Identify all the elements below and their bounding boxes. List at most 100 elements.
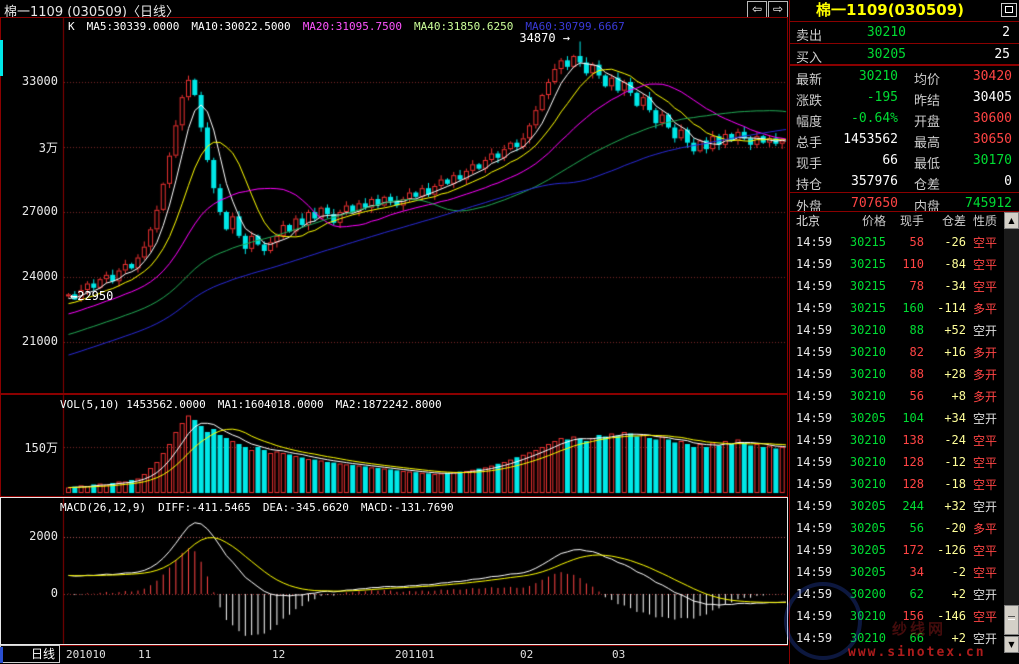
tick-oi-change: -12 — [944, 455, 966, 469]
tick-price: 30210 — [849, 345, 886, 359]
tick-col-性质: 性质 — [972, 214, 997, 228]
tick-row-5[interactable]: 14:59 30210 82 +16 多开 — [790, 341, 1004, 363]
tick-col-北京: 北京 — [796, 214, 821, 228]
macd-pane-border[interactable] — [0, 497, 788, 645]
tick-qty: 34 — [909, 565, 924, 579]
tick-row-1[interactable]: 14:59 30215 110 -84 空平 — [790, 253, 1004, 275]
tick-nature: 空平 — [972, 235, 997, 250]
bid-label: 买入 — [796, 51, 823, 66]
price-axis-label-21000: 21000 — [21, 334, 58, 348]
tick-row-6[interactable]: 14:59 30210 88 +28 多开 — [790, 363, 1004, 385]
volume-axis-label-150万: 150万 — [24, 441, 58, 455]
vol-value: VOL(5,10) 1453562.0000 — [60, 398, 206, 411]
tick-nature: 空开 — [972, 631, 997, 646]
tick-oi-change: -114 — [937, 301, 966, 315]
tick-time: 14:59 — [796, 345, 833, 359]
quote-label-总手: 总手 — [796, 136, 823, 151]
scrollbar-grip — [1008, 616, 1015, 620]
quote-value-外盘: 707650 — [851, 196, 898, 211]
price-pane-border — [0, 17, 788, 394]
tick-row-13[interactable]: 14:59 30205 56 -20 多平 — [790, 517, 1004, 539]
scroll-left-button[interactable]: ⇦ — [747, 1, 767, 18]
tick-time: 14:59 — [796, 521, 833, 535]
tick-oi-change: +8 — [951, 389, 966, 403]
tick-time: 14:59 — [796, 499, 833, 513]
highest-price-annotation: 34870 → — [519, 31, 570, 45]
quote-value-总手: 1453562 — [843, 132, 898, 147]
tick-oi-change: -26 — [944, 235, 966, 249]
tick-qty: 244 — [902, 499, 924, 513]
tick-oi-change: -2 — [951, 565, 966, 579]
tick-qty: 128 — [902, 455, 924, 469]
tick-nature: 空平 — [972, 257, 997, 272]
tick-time: 14:59 — [796, 389, 833, 403]
scrollbar-track[interactable] — [1004, 229, 1019, 635]
contract-title: 棉一1109(030509) — [815, 1, 965, 19]
tick-row-3[interactable]: 14:59 30215 160 -114 多平 — [790, 297, 1004, 319]
ask-row: 卖出 30210 2 — [790, 22, 1019, 44]
tick-oi-change: +52 — [944, 323, 966, 337]
tick-qty: 172 — [902, 543, 924, 557]
tick-oi-change: -34 — [944, 279, 966, 293]
separator — [790, 211, 1019, 212]
tick-qty: 62 — [909, 587, 924, 601]
tick-time: 14:59 — [796, 279, 833, 293]
tick-nature: 空平 — [972, 279, 997, 294]
tick-price: 30200 — [849, 587, 886, 601]
tick-qty: 156 — [902, 609, 924, 623]
tick-oi-change: -126 — [937, 543, 966, 557]
tick-price: 30210 — [849, 455, 886, 469]
quote-label-最高: 最高 — [914, 136, 941, 151]
tick-row-12[interactable]: 14:59 30205 244 +32 空开 — [790, 495, 1004, 517]
kline-chart-canvas[interactable] — [0, 0, 788, 664]
scrollbar-down-button[interactable]: ▼ — [1004, 636, 1019, 653]
tick-nature: 空平 — [972, 609, 997, 624]
tick-oi-change: +2 — [951, 587, 966, 601]
quote-label-仓差: 仓差 — [914, 178, 941, 193]
tick-nature: 空平 — [972, 433, 997, 448]
period-selector[interactable]: 日线 — [0, 645, 60, 663]
tick-qty: 82 — [909, 345, 924, 359]
diff-value: DIFF:-411.5465 — [158, 501, 251, 514]
scrollbar-thumb[interactable] — [1004, 605, 1019, 635]
tick-nature: 多开 — [972, 367, 997, 382]
tick-row-8[interactable]: 14:59 30205 104 +34 空开 — [790, 407, 1004, 429]
scrollbar-up-button[interactable]: ▲ — [1004, 212, 1019, 229]
tick-nature: 空平 — [972, 543, 997, 558]
quote-label-昨结: 昨结 — [914, 94, 941, 109]
tick-nature: 多平 — [972, 521, 997, 536]
tick-row-2[interactable]: 14:59 30215 78 -34 空平 — [790, 275, 1004, 297]
tick-time: 14:59 — [796, 543, 833, 557]
tick-time: 14:59 — [796, 323, 833, 337]
tick-row-11[interactable]: 14:59 30210 128 -18 空平 — [790, 473, 1004, 495]
price-axis-label-24000: 24000 — [21, 269, 58, 283]
chart-title-bar: 棉一1109 (030509)〈日线〉 — [0, 0, 788, 20]
restore-window-icon[interactable] — [1001, 3, 1017, 17]
scroll-right-button[interactable]: ⇨ — [768, 1, 788, 18]
tick-nature: 空平 — [972, 477, 997, 492]
ma10-value: MA10:30022.5000 — [191, 20, 291, 33]
time-tick-201101: 201101 — [395, 648, 435, 661]
tick-price: 30205 — [849, 521, 886, 535]
tick-row-15[interactable]: 14:59 30205 34 -2 空平 — [790, 561, 1004, 583]
separator — [790, 192, 1019, 193]
tick-price: 30215 — [849, 235, 886, 249]
tick-col-价格: 价格 — [861, 214, 886, 228]
tick-row-10[interactable]: 14:59 30210 128 -12 空平 — [790, 451, 1004, 473]
tick-time: 14:59 — [796, 477, 833, 491]
watermark-url: www.sinotex.cn — [848, 645, 986, 660]
tick-row-7[interactable]: 14:59 30210 56 +8 多开 — [790, 385, 1004, 407]
tick-price: 30215 — [849, 301, 886, 315]
quote-value-现手: 66 — [882, 153, 898, 168]
tick-qty: 160 — [902, 301, 924, 315]
price-axis-label-27000: 27000 — [21, 204, 58, 218]
tick-row-4[interactable]: 14:59 30210 88 +52 空开 — [790, 319, 1004, 341]
tick-nature: 空开 — [972, 411, 997, 426]
tick-oi-change: -20 — [944, 521, 966, 535]
tick-row-0[interactable]: 14:59 30215 58 -26 空平 — [790, 231, 1004, 253]
tick-row-14[interactable]: 14:59 30205 172 -126 空平 — [790, 539, 1004, 561]
tick-time: 14:59 — [796, 411, 833, 425]
tick-row-9[interactable]: 14:59 30210 138 -24 空平 — [790, 429, 1004, 451]
quote-value-最新: 30210 — [858, 69, 898, 84]
